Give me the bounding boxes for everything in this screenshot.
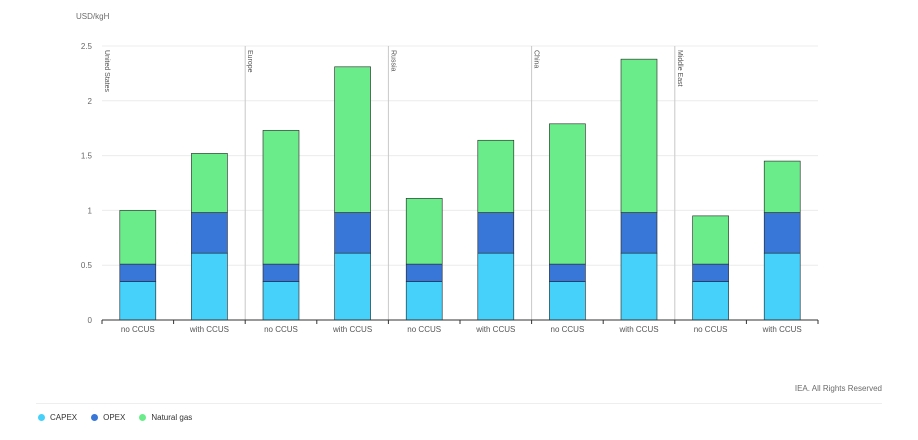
bar-segment-capex [763, 252, 801, 321]
bar-segment-natural-gas [620, 58, 658, 213]
group-label: Russia [389, 50, 396, 72]
y-tick-label: 1 [88, 206, 93, 215]
bar-segment-opex [262, 263, 300, 282]
x-tick-label: with CCUS [618, 325, 658, 334]
group-label: United States [103, 50, 110, 93]
legend-label: Natural gas [151, 413, 193, 422]
legend-item-natural-gas[interactable]: Natural gas [139, 413, 192, 422]
x-tick-label: no CCUS [264, 325, 298, 334]
y-tick-label: 0 [88, 316, 93, 325]
legend-dot-icon [139, 414, 147, 421]
y-tick-label: 2 [88, 97, 93, 106]
x-tick-label: with CCUS [189, 325, 229, 334]
x-tick-label: no CCUS [694, 325, 728, 334]
bar-segment-capex [549, 281, 586, 321]
bar-segment-opex [477, 212, 515, 254]
bar-segment-capex [620, 252, 658, 321]
x-tick-label: no CCUS [407, 325, 441, 334]
footer-divider [36, 403, 882, 404]
bar-segment-capex [119, 281, 157, 321]
group-label: China [533, 50, 540, 68]
bar-segment-natural-gas [477, 139, 515, 213]
bar-segment-natural-gas [549, 123, 586, 265]
x-tick-label: no CCUS [121, 325, 155, 334]
y-axis-unit-label: USD/kgH [76, 12, 110, 21]
bar-segment-natural-gas [262, 130, 300, 265]
legend-label: CAPEX [50, 413, 78, 422]
legend-item-opex[interactable]: OPEX [91, 413, 125, 422]
bar-segment-opex [763, 212, 801, 254]
x-tick-label: with CCUS [762, 325, 802, 334]
legend-dot-icon [38, 414, 45, 421]
bar-segment-natural-gas [692, 215, 729, 265]
bar-segment-capex [262, 281, 300, 321]
y-tick-label: 1.5 [81, 152, 93, 161]
legend-dot-icon [91, 414, 99, 421]
bar-segment-natural-gas [191, 153, 228, 213]
bar-segment-natural-gas [119, 210, 157, 265]
legend-item-capex[interactable]: CAPEX [38, 413, 77, 422]
bar-segment-natural-gas [763, 160, 801, 213]
bar-segment-capex [334, 252, 371, 321]
legend-label: OPEX [103, 413, 126, 422]
bar-segment-opex [692, 263, 729, 282]
bar-segment-capex [692, 281, 729, 321]
bar-segment-capex [405, 281, 443, 321]
bar-segment-opex [191, 212, 228, 254]
x-tick-label: with CCUS [332, 325, 372, 334]
group-label: Europe [246, 50, 253, 73]
bar-segment-opex [405, 263, 443, 282]
y-tick-label: 2.5 [81, 42, 93, 51]
bar-segment-opex [620, 212, 658, 254]
group-label: Middle East [676, 50, 683, 87]
bar-segment-capex [477, 252, 515, 321]
bar-segment-natural-gas [405, 198, 443, 265]
bar-segment-natural-gas [334, 66, 371, 213]
bar-segment-capex [191, 252, 228, 321]
bar-segment-opex [334, 212, 371, 254]
credit-text: IEA. All Rights Reserved [794, 384, 882, 393]
bar-segment-opex [549, 263, 586, 282]
bar-segment-opex [119, 263, 157, 282]
y-tick-label: 0.5 [81, 261, 93, 270]
x-tick-label: with CCUS [475, 325, 515, 334]
x-tick-label: no CCUS [551, 325, 585, 334]
chart-legend: CAPEX OPEX Natural gas [38, 413, 206, 422]
